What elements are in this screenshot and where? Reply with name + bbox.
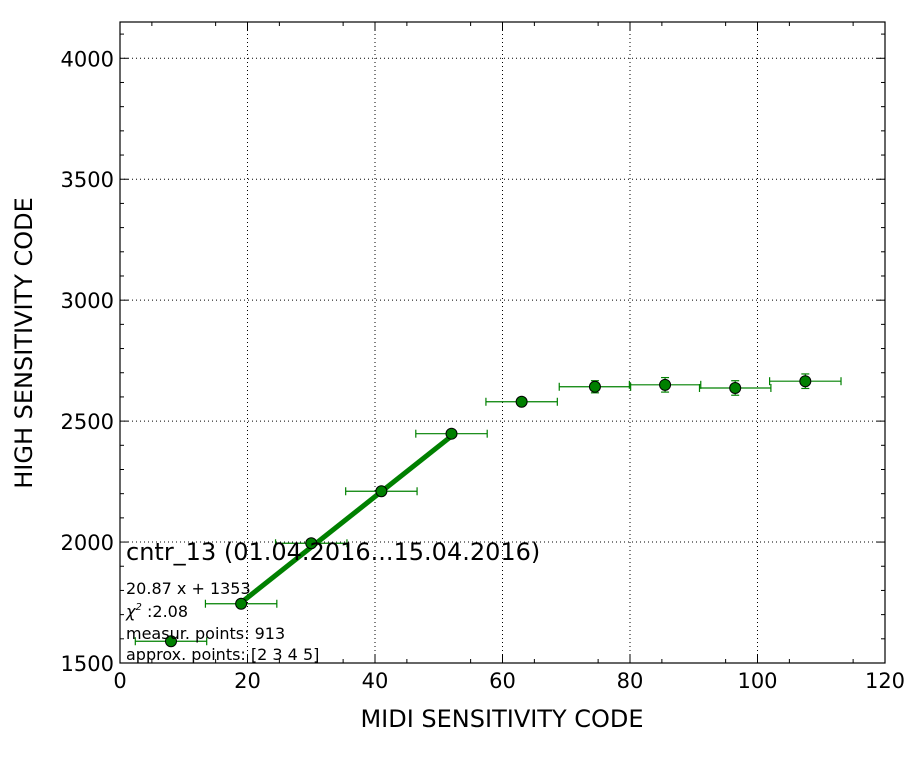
x-tick-label: 100 xyxy=(737,669,777,693)
x-tick-labels: 0 20 40 60 80 100 120 xyxy=(113,669,905,693)
data-point xyxy=(305,537,318,550)
annotation-measur-points: measur. points: 913 xyxy=(126,624,285,643)
data-point xyxy=(235,597,248,610)
data-point xyxy=(588,380,601,393)
data-point xyxy=(375,485,388,498)
annotation-fit: 20.87 x + 1353 xyxy=(126,579,251,598)
y-tick-label: 3000 xyxy=(61,289,114,313)
y-tick-label: 4000 xyxy=(61,47,114,71)
fit-line-group xyxy=(239,434,454,605)
data-point xyxy=(515,395,528,408)
grid xyxy=(120,22,885,663)
y-tick-label: 2500 xyxy=(61,410,114,434)
y-axis-title: HIGH SENSITIVITY CODE xyxy=(10,197,38,489)
fit-line xyxy=(239,434,454,605)
x-tick-label: 20 xyxy=(234,669,261,693)
y-tick-label: 3500 xyxy=(61,168,114,192)
x-tick-label: 40 xyxy=(362,669,389,693)
x-tick-label: 0 xyxy=(113,669,126,693)
y-tick-label: 1500 xyxy=(61,652,114,676)
x-tick-label: 60 xyxy=(489,669,516,693)
data-point xyxy=(165,635,177,648)
data-points xyxy=(165,375,812,648)
y-tick-label: 2000 xyxy=(61,531,114,555)
data-point xyxy=(729,381,742,394)
annotation-title: cntr_13 (01.04.2016...15.04.2016) xyxy=(126,538,540,566)
y-tick-labels: 1500 2000 2500 3000 3500 4000 xyxy=(61,47,114,676)
data-point xyxy=(799,375,812,388)
annotation-chi2: :2.08 xyxy=(147,602,188,621)
annotation-approx-points: approx. points: [2 3 4 5] xyxy=(126,645,319,664)
x-axis-title: MIDI SENSITIVITY CODE xyxy=(360,705,643,733)
data-point xyxy=(659,378,672,391)
minor-ticks xyxy=(120,22,885,663)
plot-frame xyxy=(119,21,886,664)
x-tick-label: 80 xyxy=(617,669,644,693)
x-tick-label: 120 xyxy=(865,669,905,693)
data-point xyxy=(445,427,458,440)
